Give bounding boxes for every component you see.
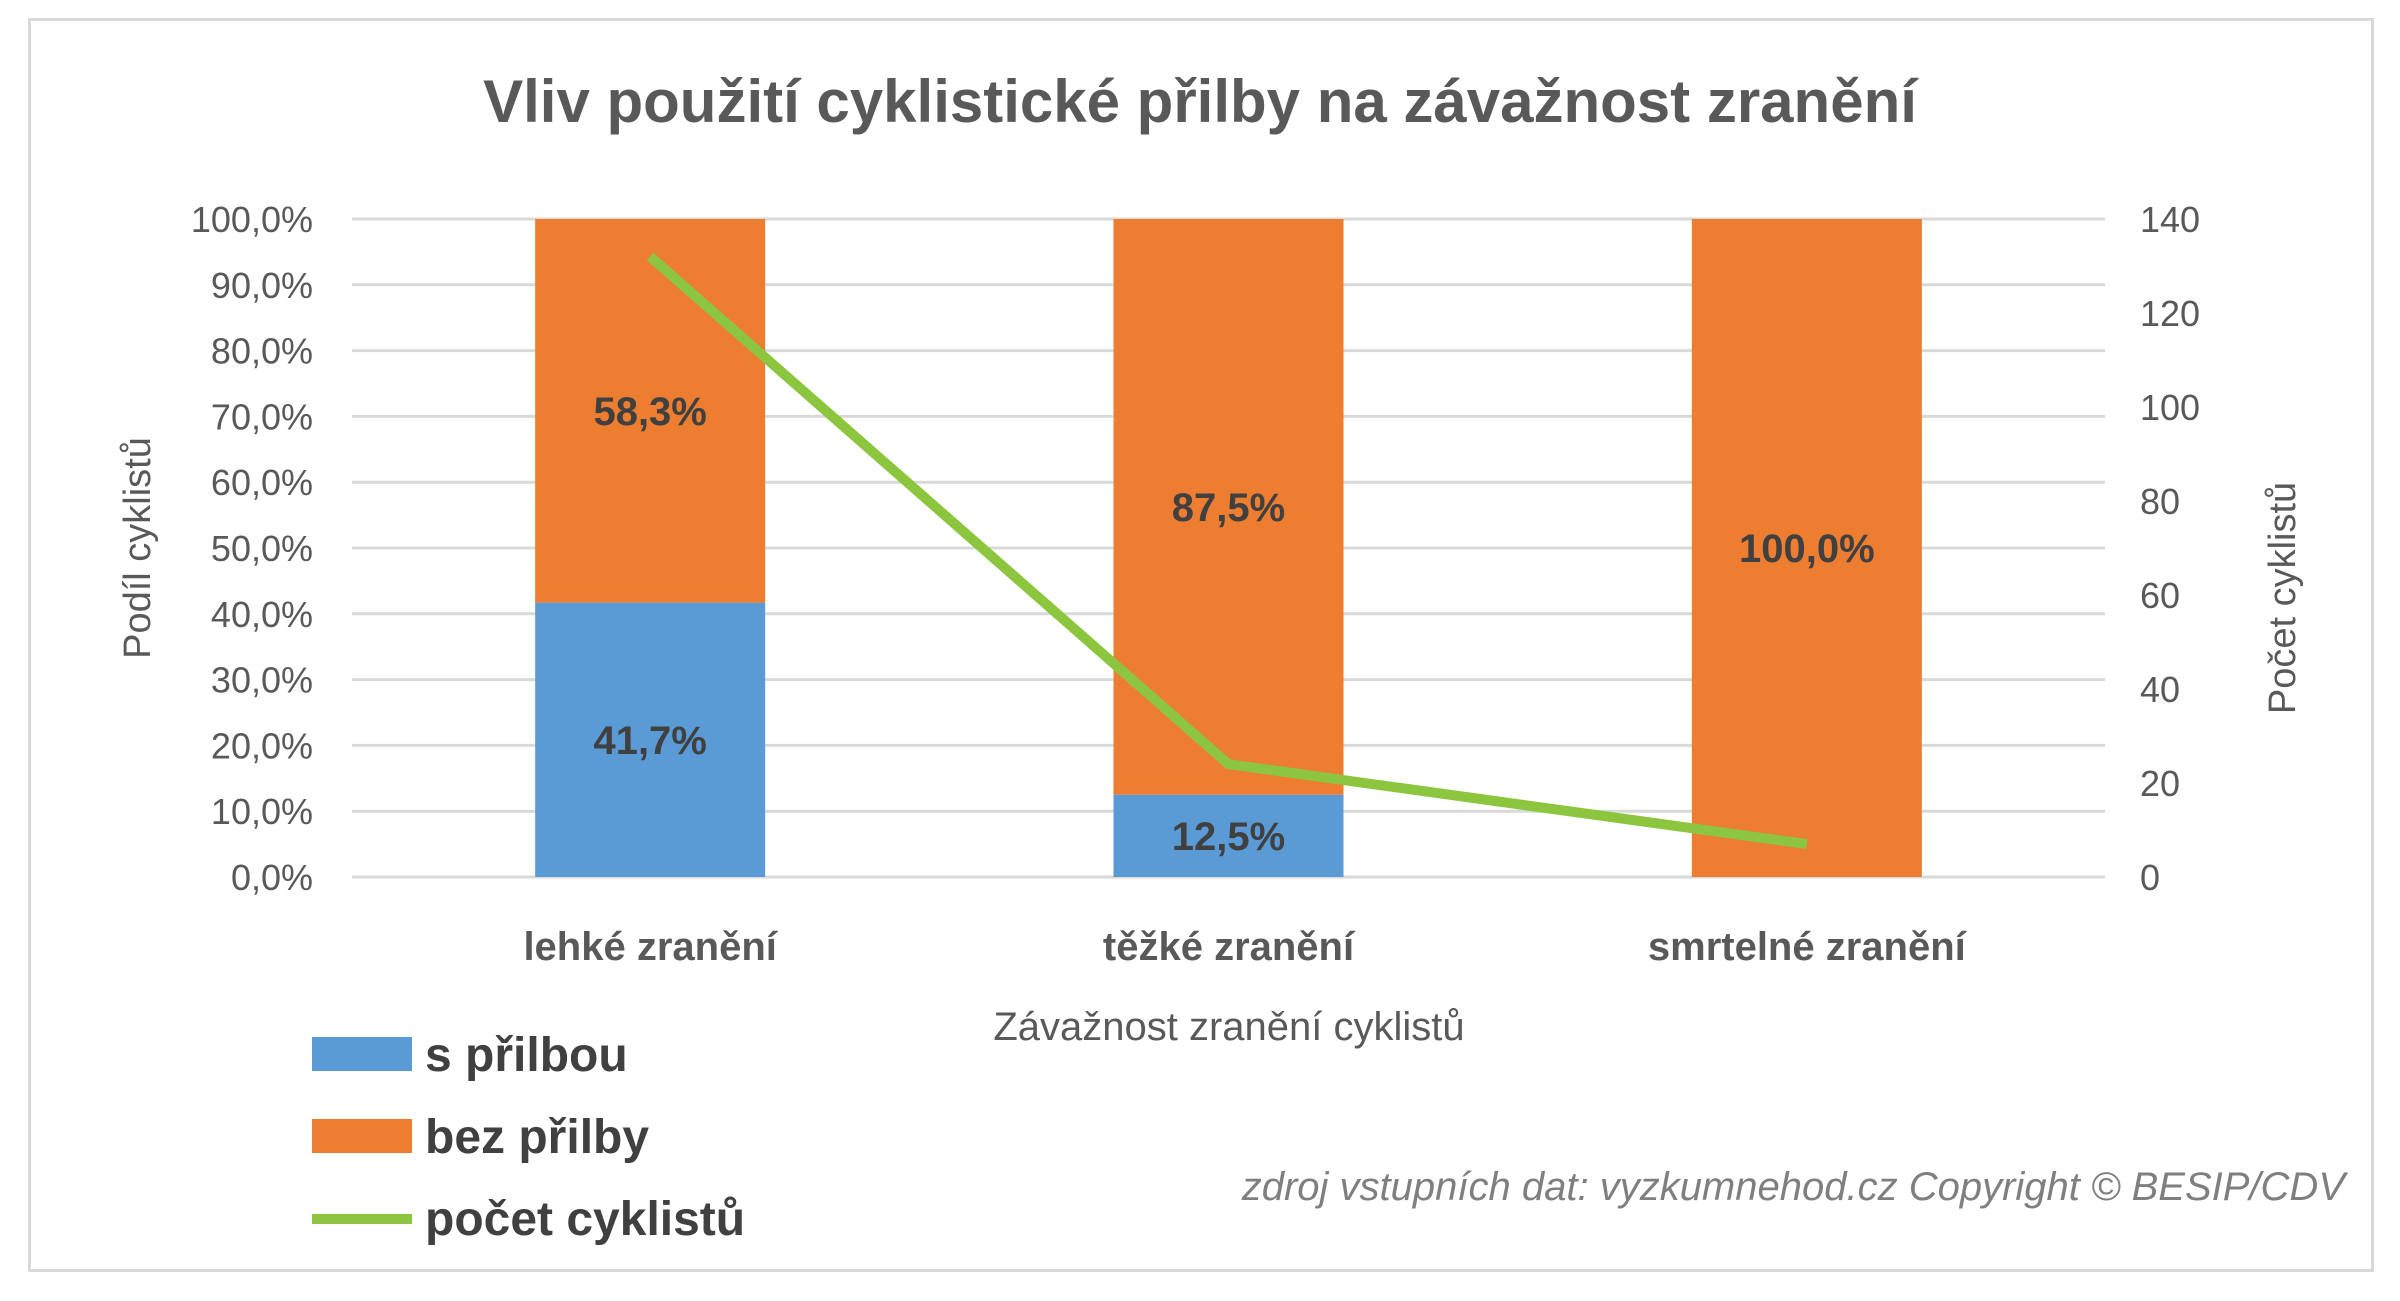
- y2-tick-label: 140: [2140, 199, 2200, 240]
- bar-segment: [1113, 794, 1344, 877]
- y2-tick-label: 40: [2140, 669, 2180, 710]
- data-label: 87,5%: [1172, 486, 1285, 530]
- y-tick-label: 40,0%: [211, 594, 313, 635]
- source-note: zdroj vstupních dat: vyzkumnehod.cz Copy…: [1241, 1165, 2349, 1209]
- y2-tick-label: 100: [2140, 387, 2200, 428]
- line-series: [646, 252, 1808, 850]
- y-tick-label: 90,0%: [211, 265, 313, 306]
- data-label: 12,5%: [1172, 815, 1285, 859]
- chart-frame: [28, 18, 2374, 1272]
- data-label: 41,7%: [593, 719, 706, 763]
- y2-tick-label: 20: [2140, 763, 2180, 804]
- data-label: 58,3%: [593, 390, 706, 434]
- legend-label: s přilbou: [425, 1029, 628, 1082]
- y2-tick-label: 60: [2140, 575, 2180, 616]
- y2-tick-label: 120: [2140, 293, 2200, 334]
- legend-label: počet cyklistů: [425, 1193, 745, 1246]
- x-axis-label: Závažnost zranění cyklistů: [993, 1005, 1464, 1049]
- y2-axis-label: Počet cyklistů: [2262, 482, 2304, 714]
- y-tick-label: 10,0%: [211, 791, 313, 832]
- data-label: 100,0%: [1739, 527, 1875, 571]
- y-tick-label: 0,0%: [231, 857, 313, 898]
- legend-label: bez přilby: [425, 1111, 649, 1164]
- x-tick-label: těžké zranění: [1103, 925, 1356, 969]
- y-tick-label: 80,0%: [211, 331, 313, 372]
- legend-swatch: [312, 1119, 412, 1153]
- axes: 0,0% 10,0% 20,0% 30,0% 40,0% 50,0% 60,0% 70,0% 8…: [191, 199, 2200, 969]
- y-tick-label: 60,0%: [211, 462, 313, 503]
- x-tick-label: smrtelné zranění: [1648, 925, 1968, 969]
- y2-tick-label: 80: [2140, 481, 2180, 522]
- y-tick-label: 30,0%: [211, 660, 313, 701]
- y-tick-label: 100,0%: [191, 199, 313, 240]
- bar-segment: [535, 602, 766, 877]
- legend-swatch: [312, 1037, 412, 1071]
- y-tick-label: 50,0%: [211, 528, 313, 569]
- bar-segment: [1691, 219, 1922, 877]
- legend: s přilbou bez přilby počet cyklistů: [312, 1029, 745, 1246]
- chart-title: Vliv použití cyklistické přilby na závaž…: [483, 68, 1919, 135]
- y-axis-label: Podíl cyklistů: [117, 437, 159, 659]
- y2-tick-label: 0: [2140, 857, 2160, 898]
- bars: 41,7% 58,3% 12,5% 87,5% 100,0%: [535, 219, 1922, 877]
- x-tick-label: lehké zranění: [523, 925, 778, 969]
- bar-segment: [535, 219, 766, 603]
- y-tick-label: 20,0%: [211, 725, 313, 766]
- y-tick-label: 70,0%: [211, 396, 313, 437]
